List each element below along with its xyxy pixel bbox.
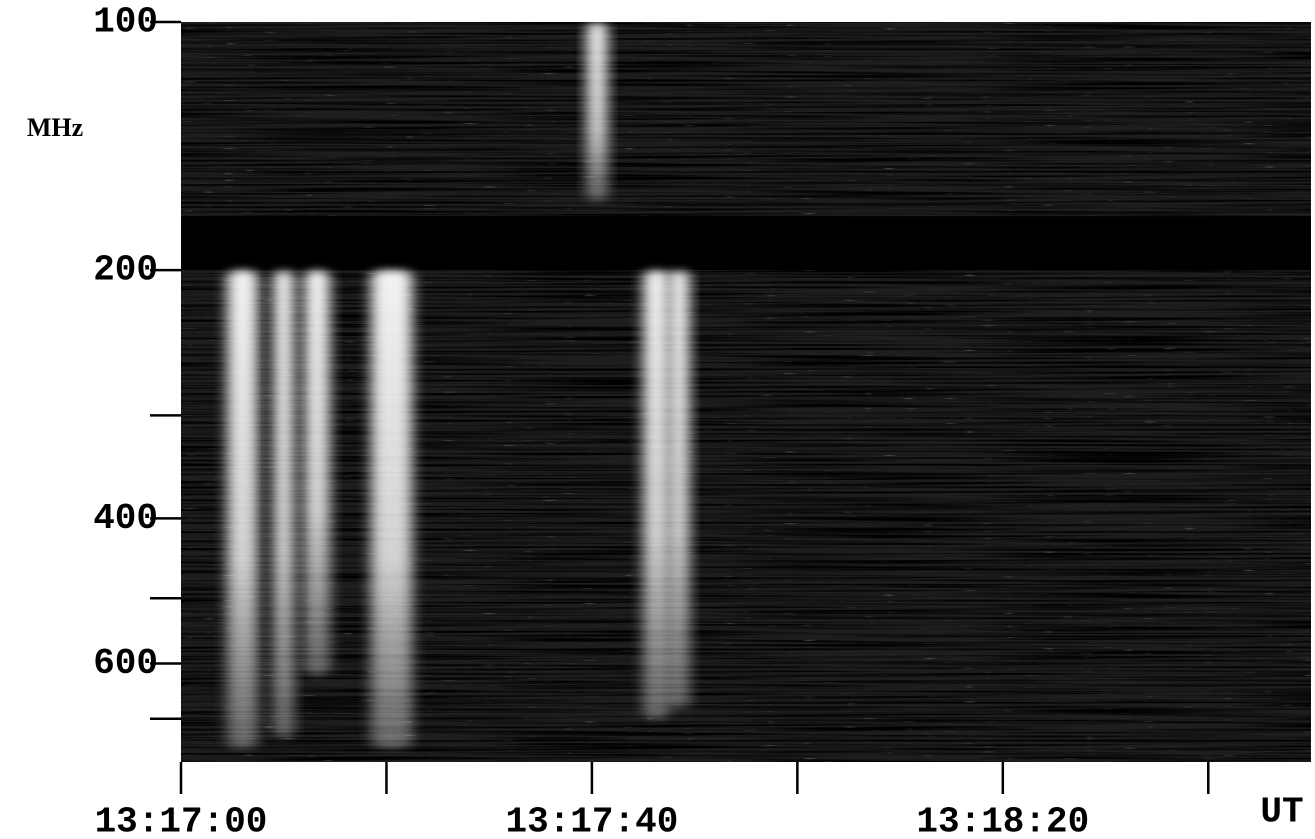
x-tick-label: 13:17:00: [95, 802, 268, 839]
y-axis-label: MHz: [27, 113, 83, 142]
x-axis-label: UT: [1260, 792, 1303, 833]
y-tick-label: 600: [93, 643, 158, 684]
x-tick-label: 13:17:40: [505, 802, 678, 839]
plot-area: [181, 22, 1311, 762]
y-tick-label: 100: [93, 2, 158, 43]
burst: [643, 270, 669, 719]
burst: [304, 270, 330, 675]
burst: [273, 270, 294, 738]
x-tick-label: 13:18:20: [916, 802, 1089, 839]
y-tick-label: 200: [93, 250, 158, 291]
burst: [669, 270, 690, 708]
burst: [227, 270, 258, 748]
chart: MHz UT 100 200 400 600 13:17:00 13:17:40 13:18…: [0, 0, 1315, 839]
burst: [371, 270, 412, 748]
burst: [587, 22, 608, 201]
y-tick-label: 400: [93, 498, 158, 539]
spectrogram-speckle: [181, 22, 1311, 762]
no-data-band: [181, 216, 1311, 270]
